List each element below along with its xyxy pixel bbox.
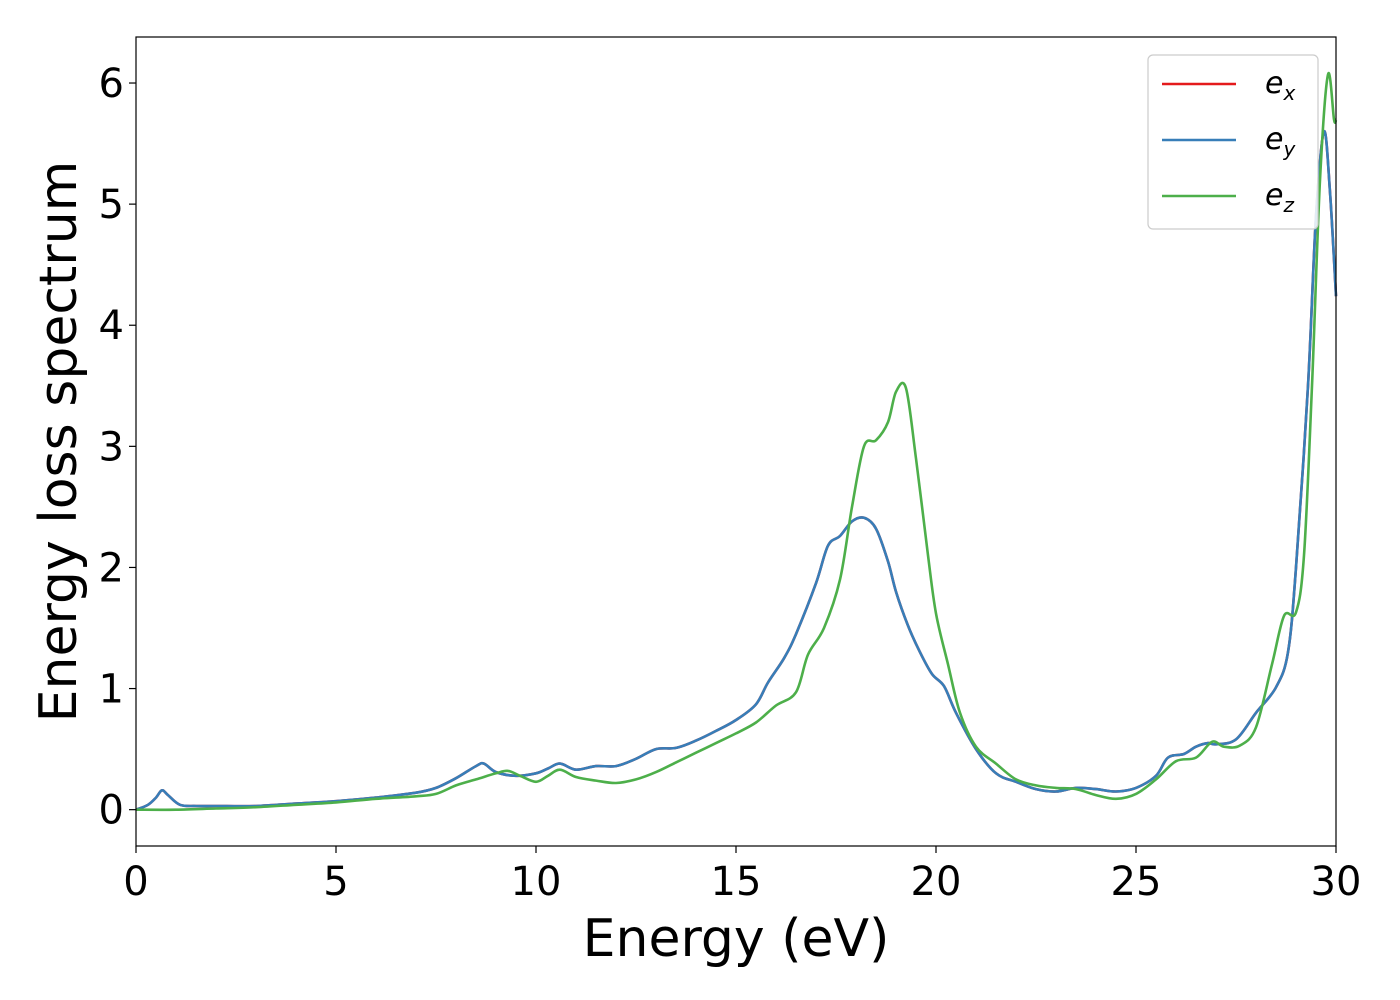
y-tick-label: 2 bbox=[99, 545, 124, 591]
series-line-e-z bbox=[135, 71, 1338, 812]
y-axis-title: Energy loss spectrum bbox=[29, 161, 89, 723]
legend-box bbox=[1147, 54, 1319, 230]
x-axis-ticks: 0 5 10 15 20 25 30 bbox=[123, 846, 1361, 905]
x-tick-label: 20 bbox=[911, 859, 962, 905]
y-tick-label: 5 bbox=[99, 182, 124, 228]
y-tick-label: 3 bbox=[99, 424, 124, 470]
series-layer bbox=[135, 71, 1338, 812]
x-tick-label: 15 bbox=[711, 859, 762, 905]
x-axis-title: Energy (eV) bbox=[583, 909, 890, 969]
legend-label-e-z: ez bbox=[1265, 178, 1294, 217]
y-tick-label: 6 bbox=[99, 61, 124, 107]
y-tick-label: 4 bbox=[99, 303, 124, 349]
y-tick-label: 1 bbox=[99, 667, 124, 713]
x-tick-label: 0 bbox=[123, 859, 148, 905]
x-tick-label: 30 bbox=[1311, 859, 1362, 905]
y-tick-label: 0 bbox=[99, 788, 124, 834]
y-axis-ticks: 0 1 2 3 4 5 6 bbox=[99, 61, 136, 834]
x-tick-label: 10 bbox=[511, 859, 562, 905]
x-tick-label: 5 bbox=[323, 859, 348, 905]
series-line-e-x bbox=[135, 130, 1338, 811]
x-tick-label: 25 bbox=[1111, 859, 1162, 905]
series-line-e-y bbox=[135, 130, 1338, 811]
